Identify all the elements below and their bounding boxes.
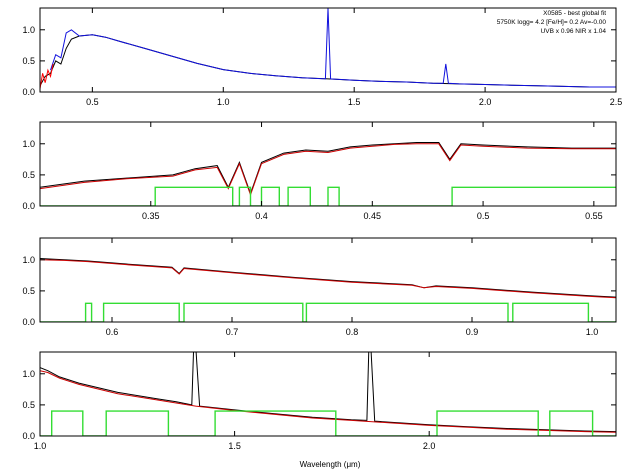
series-observed — [40, 34, 616, 88]
plot-frame — [39, 7, 617, 93]
annotation-line-2: 5750K logg= 4.2 [Fe/H]= 0.2 Av=-0.00 — [497, 19, 607, 26]
x-tick-label: 1.0 — [586, 327, 599, 337]
y-tick-label: 0.0 — [22, 201, 35, 211]
x-tick-label: 1.0 — [217, 97, 230, 107]
panel-overview: 0.5 1.0 1.5 2.0 2.5 0.0 0.5 1.0 — [22, 7, 623, 107]
y-tick-label: 0.5 — [22, 170, 35, 180]
series-observed — [40, 142, 616, 196]
annotation-line-1: X0585 - best global fit — [543, 10, 606, 17]
series-observed — [40, 258, 616, 298]
x-tick-label: 1.5 — [228, 441, 241, 451]
x-tick-label: 0.5 — [477, 211, 490, 221]
x-tick-label: 2.0 — [479, 97, 492, 107]
series-uvb_edge — [40, 63, 54, 89]
series-nir_spectrum — [50, 8, 616, 88]
x-tick-label: 0.4 — [255, 211, 268, 221]
annotation-line-3: UVB x 0.96 NIR x 1.04 — [541, 28, 607, 35]
x-tick-label: 1.5 — [348, 97, 361, 107]
x-tick-label: 2.5 — [610, 97, 623, 107]
series-group — [40, 352, 616, 436]
x-tick-label: 2.0 — [423, 441, 436, 451]
y-tick-label: 0.5 — [22, 400, 35, 410]
series-mask — [40, 186, 616, 206]
y-tick-label: 1.0 — [22, 139, 35, 149]
panel-uvb-detail: 0.35 0.4 0.45 0.5 0.55 0.0 0.5 1.0 — [22, 121, 617, 221]
panel-vis-detail: 0.6 0.7 0.8 0.9 1.0 0.0 0.5 1.0 — [22, 237, 617, 337]
x-tick-label: 0.55 — [585, 211, 603, 221]
y-tick-label: 0.5 — [22, 56, 35, 66]
series-group — [40, 258, 616, 322]
y-tick-label: 0.0 — [22, 317, 35, 327]
x-tick-label: 0.6 — [106, 327, 119, 337]
x-tick-label: 0.45 — [364, 211, 382, 221]
x-tick-label: 0.9 — [466, 327, 479, 337]
series-group — [40, 142, 616, 206]
plot-frame — [39, 121, 617, 207]
series-model — [40, 259, 616, 299]
y-tick-label: 0.0 — [22, 431, 35, 441]
panel-nir-detail: 1.0 1.5 2.0 0.0 0.5 1.0 — [22, 351, 617, 451]
plot-frame — [39, 351, 617, 437]
y-tick-label: 1.0 — [22, 25, 35, 35]
x-axis-label: Wavelength (μm) — [300, 460, 361, 469]
series-model — [40, 370, 616, 433]
y-tick-label: 1.0 — [22, 369, 35, 379]
series-mask — [40, 410, 616, 436]
x-tick-label: 1.0 — [34, 441, 47, 451]
annotation-text: X0585 - best global fit 5750K logg= 4.2 … — [497, 10, 607, 35]
series-observed — [40, 352, 616, 433]
series-mask — [40, 302, 616, 322]
series-group — [40, 8, 616, 89]
x-tick-label: 0.7 — [226, 327, 239, 337]
y-tick-label: 0.5 — [22, 286, 35, 296]
panels: 0.5 1.0 1.5 2.0 2.50.00.51.00.35 0.4 0.45 0.5 0.… — [22, 7, 623, 451]
x-tick-label: 0.5 — [86, 97, 99, 107]
y-tick-label: 1.0 — [22, 255, 35, 265]
x-tick-label: 0.8 — [346, 327, 359, 337]
y-tick-label: 0.0 — [22, 87, 35, 97]
x-tick-label: 0.35 — [142, 211, 160, 221]
plot-frame — [39, 237, 617, 323]
series-model — [40, 143, 616, 197]
